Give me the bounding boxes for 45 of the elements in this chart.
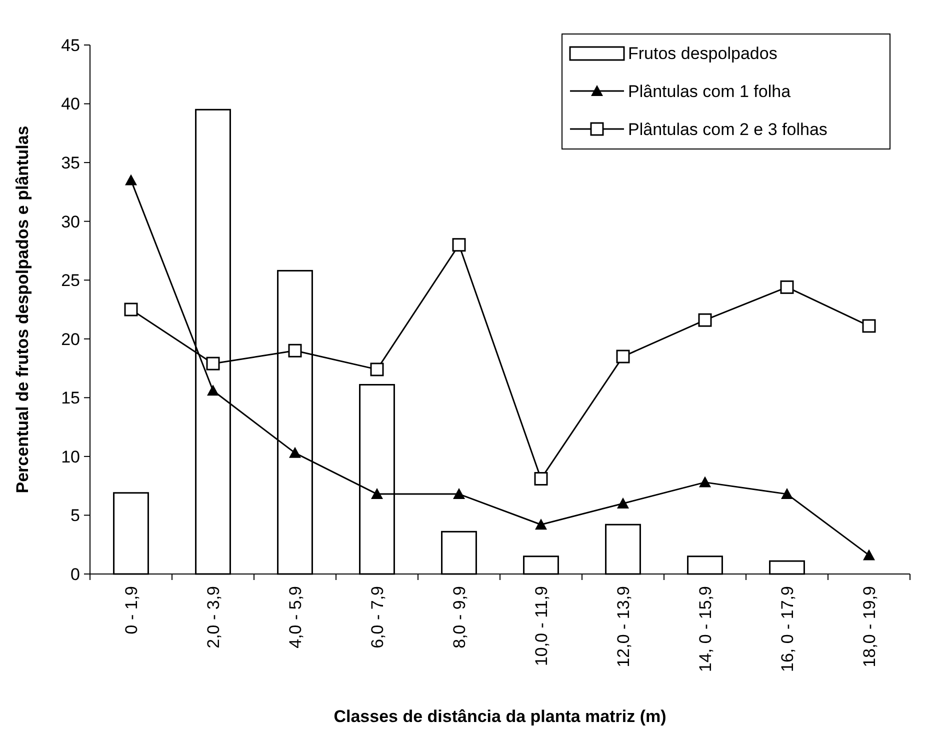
point [124, 302, 138, 316]
point [617, 497, 629, 508]
x-tick-label: 14, 0 - 15,9 [696, 586, 715, 672]
y-tick-label: 20 [61, 330, 80, 349]
point [371, 488, 383, 500]
x-tick-label: 12,0 - 13,9 [614, 586, 633, 668]
y-tick-label: 40 [61, 94, 80, 114]
point [863, 549, 875, 560]
x-tick-label: 6,0 - 7,9 [368, 586, 387, 648]
point [781, 488, 793, 500]
point [288, 344, 302, 358]
y-tick-label: 25 [61, 271, 80, 290]
point [699, 476, 711, 488]
legend-label: Plântulas com 1 folha [628, 82, 792, 101]
y-tick-label: 30 [61, 212, 80, 232]
point [453, 488, 465, 500]
x-tick-label: 4,0 - 5,9 [286, 586, 305, 648]
point [780, 280, 794, 294]
y-tick-label: 0 [70, 564, 80, 584]
point [289, 446, 301, 458]
y-tick-label: 35 [61, 154, 80, 173]
x-tick-label: 8,0 - 9,9 [450, 586, 469, 648]
x-tick-label: 18,0 - 19,9 [860, 586, 879, 668]
x-axis-title: Classes de distância da planta matriz (m) [334, 707, 666, 726]
legend-label: Frutos despolpados [628, 44, 778, 63]
x-tick-label: 2,0 - 3,9 [204, 586, 223, 648]
point [535, 518, 547, 530]
legend-label: Plântulas com 2 e 3 folhas [628, 120, 828, 139]
y-axis-title: Percentual de frutos despolpados e plântulas [13, 126, 32, 494]
y-tick-label: 45 [61, 36, 80, 55]
point [370, 362, 384, 376]
y-tick-label: 10 [61, 447, 80, 466]
point [862, 319, 876, 333]
x-tick-label: 0 - 1,9 [122, 586, 141, 634]
point [534, 472, 548, 486]
point [206, 356, 220, 370]
x-tick-label: 16, 0 - 17,9 [778, 586, 797, 672]
point [616, 350, 630, 364]
point [698, 313, 712, 327]
point [207, 384, 219, 396]
x-tick-label: 10,0 - 11,9 [532, 586, 551, 666]
y-tick-label: 5 [70, 506, 80, 526]
y-tick-label: 15 [61, 388, 80, 408]
point [125, 174, 137, 186]
point [452, 238, 466, 252]
